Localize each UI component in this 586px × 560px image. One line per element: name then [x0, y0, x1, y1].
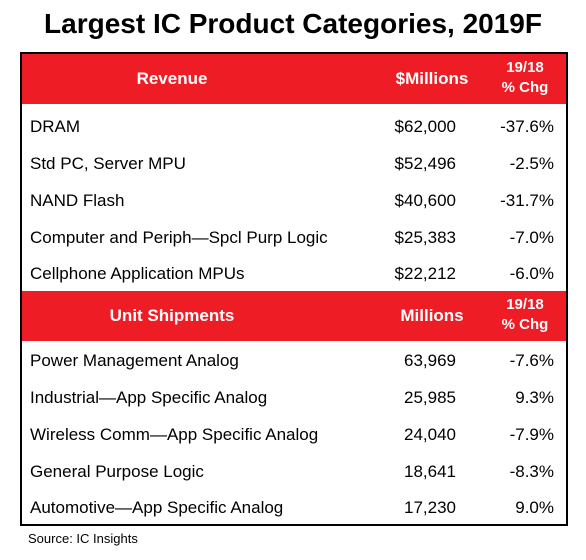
units-header-change-col: 19/18 % Chg: [501, 296, 549, 333]
row-value: $62,000: [394, 117, 456, 136]
row-name: DRAM: [30, 117, 81, 136]
table-row: Power Management Analog 63,969 -7.6%: [22, 343, 566, 380]
row-name: Power Management Analog: [30, 351, 239, 370]
row-value: 17,230: [404, 498, 456, 517]
table-row: DRAM $62,000 -37.6%: [22, 109, 566, 146]
row-change: -7.9%: [509, 425, 554, 444]
row-name: Cellphone Application MPUs: [30, 264, 245, 283]
row-name: Wireless Comm—App Specific Analog: [30, 425, 319, 444]
row-change: -37.6%: [500, 117, 554, 136]
page-title: Largest IC Product Categories, 2019F: [44, 8, 542, 39]
row-value: $25,383: [394, 228, 456, 247]
revenue-header-change-col: 19/18 % Chg: [501, 59, 549, 96]
row-value: 25,985: [404, 388, 456, 407]
table-row: Industrial—App Specific Analog 25,985 9.…: [22, 380, 566, 417]
row-value: $40,600: [394, 191, 456, 210]
row-value: 18,641: [404, 462, 456, 481]
table-row: General Purpose Logic 18,641 -8.3%: [22, 454, 566, 491]
row-change: -2.5%: [509, 154, 554, 173]
row-name: Computer and Periph—Spcl Purp Logic: [30, 228, 328, 247]
units-header-label: Unit Shipments: [109, 306, 235, 325]
table-row: Automotive—App Specific Analog 17,230 9.…: [22, 490, 566, 527]
row-change: -8.3%: [509, 462, 554, 481]
table-row: Computer and Periph—Spcl Purp Logic $25,…: [22, 220, 566, 257]
row-name: General Purpose Logic: [30, 462, 204, 481]
row-name: Std PC, Server MPU: [30, 154, 186, 173]
row-change: -31.7%: [500, 191, 554, 210]
revenue-header-value-col: $Millions: [395, 69, 469, 88]
revenue-header: Revenue $Millions 19/18 % Chg: [22, 54, 566, 104]
row-value: 24,040: [404, 425, 456, 444]
row-value: 63,969: [404, 351, 456, 370]
units-header: Unit Shipments Millions 19/18 % Chg: [22, 291, 566, 341]
row-name: NAND Flash: [30, 191, 125, 210]
row-name: Industrial—App Specific Analog: [30, 388, 268, 407]
table-row: Cellphone Application MPUs $22,212 -6.0%: [22, 256, 566, 293]
row-change: 9.0%: [515, 498, 554, 517]
table-row: NAND Flash $40,600 -31.7%: [22, 183, 566, 220]
row-change: -7.0%: [509, 228, 554, 247]
units-header-value-col: Millions: [400, 306, 464, 325]
row-change: -7.6%: [509, 351, 554, 370]
source-note: Source: IC Insights: [28, 531, 138, 546]
row-value: $52,496: [394, 154, 456, 173]
row-name: Automotive—App Specific Analog: [30, 498, 284, 517]
table-frame: [20, 52, 568, 526]
table-row: Wireless Comm—App Specific Analog 24,040…: [22, 417, 566, 454]
table-row: Std PC, Server MPU $52,496 -2.5%: [22, 146, 566, 183]
revenue-header-label: Revenue: [136, 69, 208, 88]
row-value: $22,212: [394, 264, 456, 283]
row-change: -6.0%: [509, 264, 554, 283]
row-change: 9.3%: [515, 388, 554, 407]
